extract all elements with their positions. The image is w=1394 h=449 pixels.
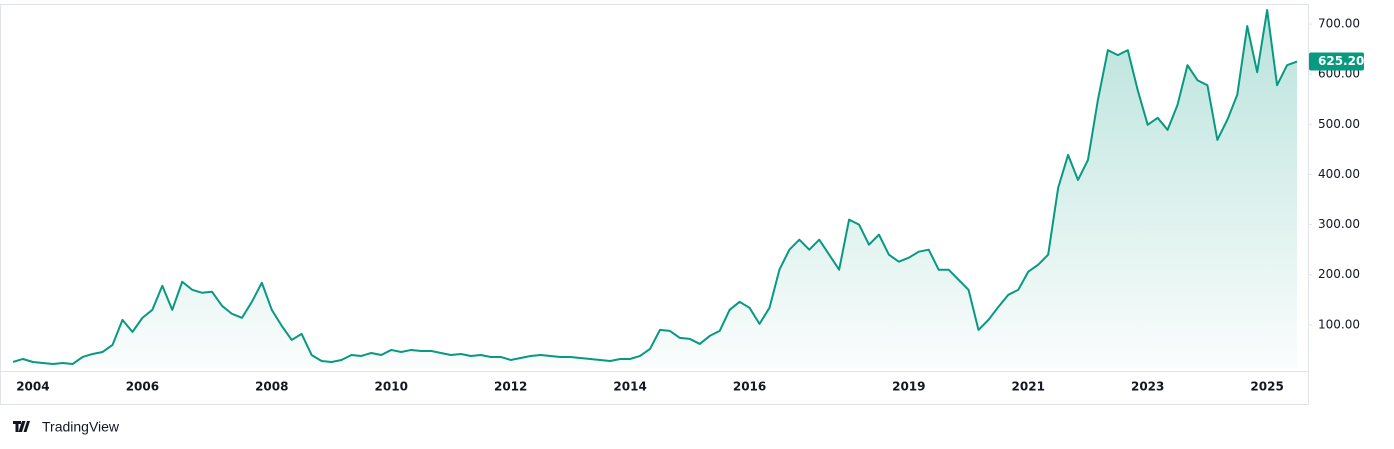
x-tick-label: 2006	[126, 380, 159, 394]
y-tick-label: 400.00	[1318, 167, 1360, 181]
y-tick-label: 100.00	[1318, 317, 1360, 331]
x-tick-label: 2012	[494, 380, 527, 394]
y-tick-label: 700.00	[1318, 17, 1360, 31]
y-tick-label: 300.00	[1318, 217, 1360, 231]
last-price-label: 625.20	[1318, 54, 1364, 68]
x-tick-label: 2016	[733, 380, 766, 394]
x-tick-label: 2010	[375, 380, 408, 394]
x-tick-label: 2023	[1131, 380, 1164, 394]
x-tick-label: 2008	[255, 380, 288, 394]
logo-icon	[13, 421, 30, 432]
x-tick-label: 2019	[892, 380, 925, 394]
area-fill	[13, 10, 1297, 368]
x-tick-label: 2025	[1250, 380, 1283, 394]
logo: TradingView	[13, 419, 120, 435]
y-tick-label: 200.00	[1318, 267, 1360, 281]
x-tick-label: 2004	[16, 380, 49, 394]
last-price-badge	[1309, 52, 1364, 71]
brand-name: TradingView	[42, 419, 120, 435]
y-tick-label: 500.00	[1318, 117, 1360, 131]
x-tick-label: 2021	[1012, 380, 1045, 394]
x-tick-label: 2014	[613, 380, 646, 394]
price-line	[12, 9, 1298, 365]
